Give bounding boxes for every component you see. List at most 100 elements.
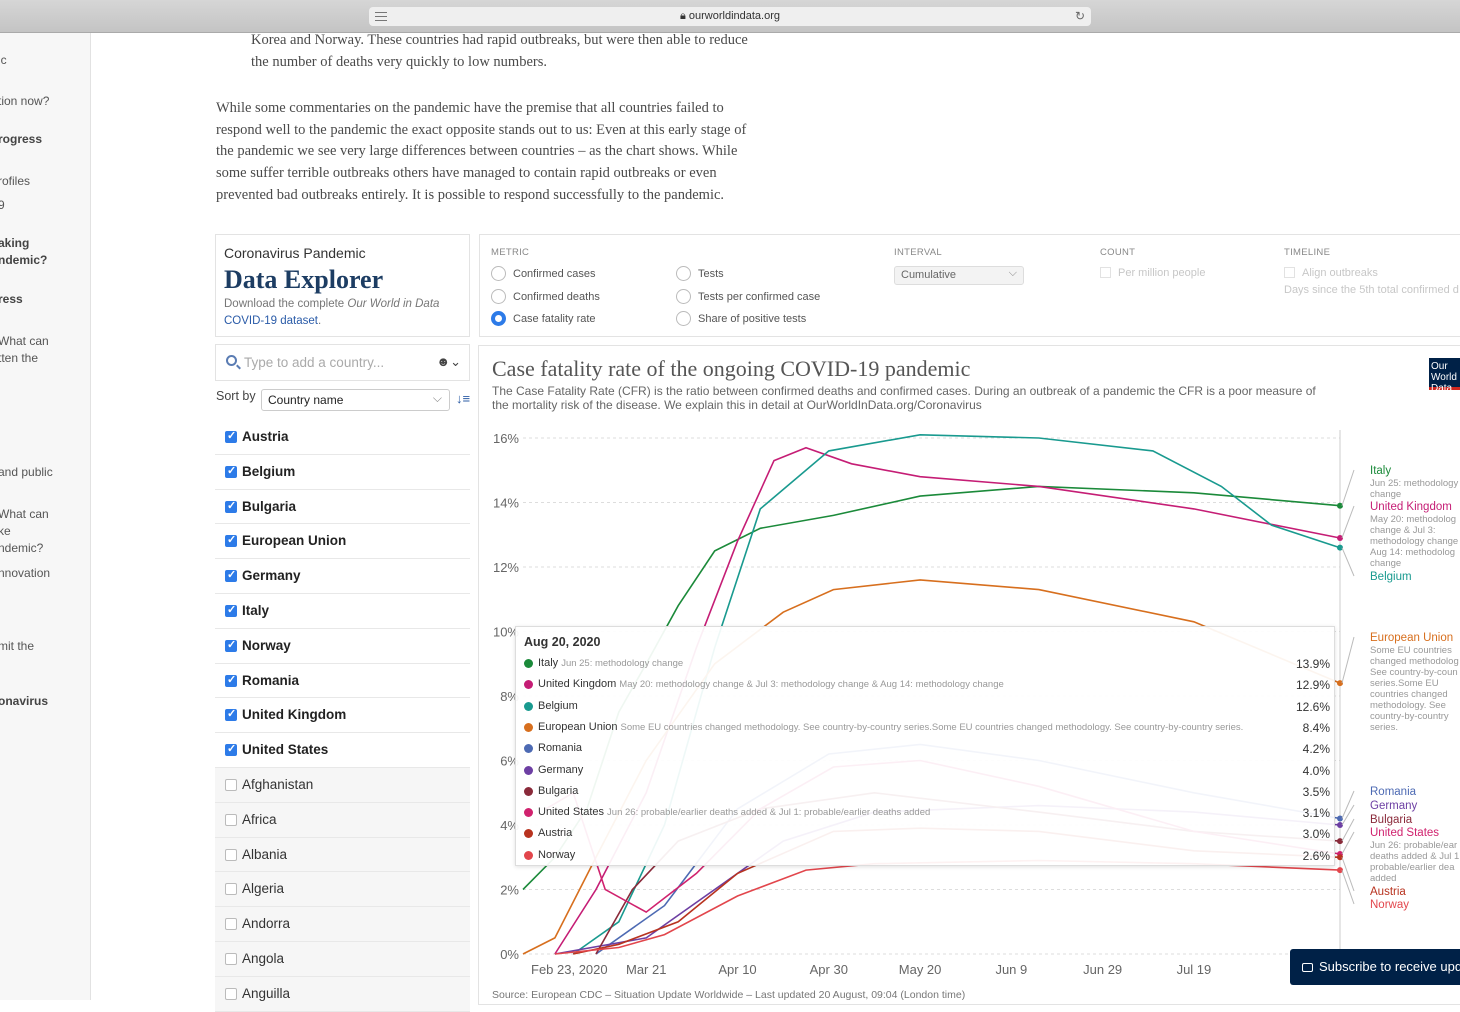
metric-radio-tests[interactable]: Tests (676, 266, 724, 281)
country-list-item[interactable]: Bulgaria (215, 489, 470, 525)
country-list-item[interactable]: Angola (215, 941, 470, 977)
tooltip-value: 12.9% (1295, 678, 1330, 693)
country-list-item[interactable]: Belgium (215, 454, 470, 490)
align-outbreaks-checkbox[interactable]: Align outbreaks (1284, 267, 1378, 279)
sort-select[interactable]: Country name (261, 388, 450, 411)
metric-radio-confirmed-cases[interactable]: Confirmed cases (491, 266, 596, 281)
reader-menu-icon[interactable] (375, 12, 387, 21)
country-list-item[interactable]: European Union (215, 524, 470, 560)
metric-radio-tests-per-confirmed-case[interactable]: Tests per confirmed case (676, 289, 820, 304)
tooltip-value: 3.1% (1302, 806, 1330, 821)
toc-item[interactable]: What can (0, 334, 49, 348)
country-checkbox[interactable] (225, 568, 237, 583)
country-list-item[interactable]: United Kingdom (215, 698, 470, 734)
toc-item[interactable]: ndemic? (0, 541, 44, 555)
country-checkbox[interactable] (225, 987, 237, 1000)
country-list-item[interactable]: Germany (215, 559, 470, 594)
toc-item[interactable]: mit the (0, 639, 35, 653)
download-dataset-link[interactable]: COVID-19 dataset (224, 315, 318, 327)
toc-item[interactable]: and public (0, 465, 53, 479)
explorer-header-card: Coronavirus Pandemic Data Explorer Downl… (215, 234, 470, 337)
country-list-item[interactable]: Africa (215, 802, 470, 838)
y-tick-label: 2% (500, 883, 519, 898)
series-line-european-union[interactable] (522, 579, 1341, 955)
toc-item[interactable]: What can (0, 507, 49, 521)
country-list-item[interactable]: Austria (215, 420, 470, 455)
toc-item[interactable]: ndemic? (0, 253, 48, 267)
end-label-note: series. (1370, 722, 1398, 733)
toc-item[interactable]: ic (0, 53, 7, 67)
toc-item[interactable]: tion now? (0, 94, 50, 108)
country-list-item[interactable]: Andorra (215, 907, 470, 942)
tooltip-value: 3.0% (1302, 827, 1330, 842)
sort-order-icon[interactable]: ↓≡ (456, 391, 471, 406)
metric-radio-case-fatality-rate[interactable]: Case fatality rate (491, 311, 596, 326)
country-list-item[interactable]: Anguilla (215, 976, 470, 1012)
legend-swatch (524, 659, 533, 668)
label-connector (1341, 818, 1355, 842)
end-label: Germany (1370, 800, 1418, 812)
toc-item[interactable]: rofiles (0, 174, 31, 188)
x-tick-label: Jun 9 (995, 962, 1027, 977)
x-tick-label: Apr 10 (718, 962, 756, 977)
series-end-dot (1337, 680, 1343, 687)
interval-select[interactable]: Cumulative (894, 265, 1024, 285)
country-checkbox[interactable] (225, 673, 237, 687)
metric-radio-confirmed-deaths[interactable]: Confirmed deaths (491, 289, 600, 304)
country-checkbox[interactable] (225, 883, 237, 896)
timeline-label: TIMELINE (1284, 247, 1331, 258)
toc-item[interactable]: aking (0, 236, 30, 250)
toc-item[interactable]: rogress (0, 132, 43, 146)
country-search-box[interactable]: Type to add a country... ☻⌄ (215, 344, 470, 381)
country-checkbox[interactable] (225, 603, 237, 617)
country-checkbox[interactable] (225, 848, 237, 861)
tooltip-row: Italy Jun 25: methodology change 13.9% (524, 655, 1330, 675)
owid-logo[interactable]: Our World in Data (1429, 358, 1460, 394)
country-checkbox[interactable] (225, 499, 237, 513)
country-list-item[interactable]: Italy (215, 593, 470, 629)
country-list-item[interactable]: Albania (215, 837, 470, 873)
search-input[interactable]: Type to add a country... (244, 355, 385, 370)
country-list-item[interactable]: Norway (215, 628, 470, 664)
tooltip-note: Jun 25: methodology change (561, 658, 684, 669)
toc-item[interactable]: 9 (0, 197, 5, 214)
country-list-item[interactable]: Algeria (215, 872, 470, 908)
end-label-note: Jun 26: probable/ear (1370, 840, 1457, 851)
toc-item[interactable]: onavirus (0, 694, 49, 708)
country-checkbox[interactable] (225, 952, 237, 965)
toc-item[interactable]: ke (0, 524, 11, 538)
toc-item[interactable]: tten the (0, 351, 39, 365)
country-checkbox[interactable] (225, 429, 237, 443)
country-checkbox[interactable] (225, 707, 237, 722)
tooltip-name: Romania (538, 742, 583, 755)
country-checkbox[interactable] (225, 464, 237, 478)
series-line-norway[interactable] (554, 859, 1341, 955)
country-list-item[interactable]: United States (215, 733, 470, 768)
toc-item[interactable]: nnovation (0, 566, 51, 580)
country-list-item[interactable]: Afghanistan (215, 767, 470, 803)
country-checkbox[interactable] (225, 742, 237, 757)
country-checkbox[interactable] (225, 638, 237, 652)
subscribe-button[interactable]: Subscribe to receive upd (1290, 949, 1460, 985)
address-bar[interactable]: 🔒︎ ourworldindata.org ↻ (369, 7, 1091, 26)
per-million-checkbox[interactable]: Per million people (1100, 267, 1205, 279)
country-list-item[interactable]: Romania (215, 663, 470, 699)
country-checkbox[interactable] (225, 778, 237, 791)
country-name: Romania (242, 672, 300, 688)
article-line: prevented bad outbreaks entirely. It is … (216, 186, 725, 203)
tooltip-row: Austria 3.0% (524, 825, 1330, 845)
country-name: European Union (242, 533, 347, 549)
metric-radio-share-of-positive-tests[interactable]: Share of positive tests (676, 311, 806, 326)
selection-picker-icon[interactable]: ☻⌄ (436, 354, 461, 369)
label-connector (1341, 469, 1355, 506)
mail-icon (1302, 963, 1313, 972)
legend-swatch (524, 786, 533, 796)
country-checkbox[interactable] (225, 533, 237, 548)
reload-icon[interactable]: ↻ (1074, 9, 1085, 23)
tooltip-name: European Union (538, 720, 618, 733)
country-checkbox[interactable] (225, 813, 237, 826)
country-name: Angola (242, 950, 285, 966)
country-checkbox[interactable] (225, 918, 237, 931)
toc-item[interactable]: ress (0, 292, 23, 306)
legend-swatch (524, 765, 533, 775)
